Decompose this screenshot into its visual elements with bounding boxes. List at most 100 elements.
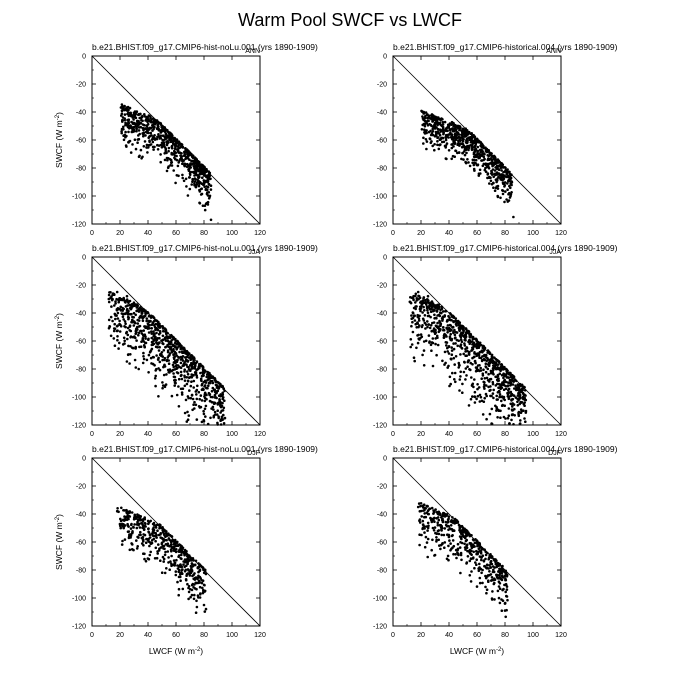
data-point bbox=[150, 138, 154, 141]
data-point bbox=[478, 393, 482, 397]
data-point bbox=[138, 116, 141, 120]
y-tick-label: -60 bbox=[377, 138, 387, 145]
data-point bbox=[156, 125, 160, 128]
data-point bbox=[183, 552, 186, 555]
data-point bbox=[477, 172, 481, 175]
data-point bbox=[445, 344, 448, 347]
data-point bbox=[188, 555, 191, 558]
data-point bbox=[149, 550, 152, 554]
data-point bbox=[153, 325, 157, 329]
data-point bbox=[175, 367, 179, 370]
data-point bbox=[138, 533, 141, 537]
data-point bbox=[155, 331, 158, 335]
data-point bbox=[504, 615, 508, 619]
data-point bbox=[170, 554, 173, 558]
data-point bbox=[199, 394, 203, 397]
data-point bbox=[152, 148, 155, 151]
data-point bbox=[490, 359, 494, 363]
y-tick-label: -100 bbox=[373, 194, 387, 201]
data-point bbox=[490, 355, 494, 358]
data-point bbox=[466, 555, 470, 558]
x-tick-label: 120 bbox=[254, 632, 266, 639]
data-point bbox=[507, 397, 511, 401]
data-point bbox=[475, 558, 479, 561]
data-point bbox=[205, 375, 208, 379]
data-point bbox=[145, 358, 149, 362]
data-point bbox=[146, 151, 149, 154]
data-point bbox=[454, 320, 457, 323]
data-point bbox=[426, 529, 429, 532]
data-point bbox=[425, 129, 428, 132]
data-point bbox=[158, 326, 162, 329]
data-point bbox=[423, 314, 427, 317]
data-point bbox=[136, 545, 139, 548]
data-point bbox=[207, 381, 211, 385]
data-point bbox=[427, 524, 430, 528]
x-tick-label: 40 bbox=[445, 632, 453, 639]
data-point bbox=[185, 148, 188, 151]
data-point bbox=[471, 363, 474, 366]
data-point bbox=[161, 325, 164, 328]
data-point bbox=[202, 567, 205, 571]
data-point bbox=[199, 405, 203, 409]
data-point bbox=[203, 399, 207, 403]
data-point bbox=[171, 335, 175, 339]
data-point bbox=[134, 366, 138, 369]
data-point bbox=[498, 393, 502, 396]
season-label: ANN bbox=[245, 48, 260, 55]
data-point bbox=[132, 128, 136, 132]
data-point bbox=[433, 305, 437, 309]
data-point bbox=[222, 422, 226, 425]
data-point bbox=[447, 125, 451, 128]
data-point bbox=[486, 176, 489, 180]
data-point bbox=[196, 384, 199, 388]
data-point bbox=[471, 382, 475, 386]
data-point bbox=[459, 553, 463, 557]
data-point bbox=[457, 326, 461, 330]
data-point bbox=[121, 539, 124, 543]
data-point bbox=[120, 112, 124, 115]
data-point bbox=[180, 571, 183, 575]
data-point bbox=[517, 388, 521, 392]
data-point bbox=[173, 538, 177, 542]
data-point bbox=[480, 149, 484, 153]
data-point bbox=[161, 327, 165, 330]
data-point bbox=[148, 140, 151, 144]
data-point bbox=[140, 340, 143, 344]
data-point bbox=[218, 398, 221, 402]
data-point bbox=[209, 218, 213, 222]
data-point bbox=[431, 337, 435, 340]
data-point bbox=[488, 412, 492, 416]
data-point bbox=[511, 405, 514, 408]
data-point bbox=[221, 409, 225, 412]
data-point bbox=[167, 345, 171, 349]
data-point bbox=[424, 323, 428, 326]
data-point bbox=[190, 183, 193, 186]
data-point bbox=[135, 306, 139, 309]
data-point bbox=[431, 115, 435, 118]
data-point bbox=[172, 343, 175, 347]
data-point bbox=[452, 140, 455, 143]
data-point bbox=[458, 528, 461, 532]
data-point bbox=[453, 371, 457, 375]
data-point bbox=[433, 148, 436, 152]
data-point bbox=[149, 316, 153, 319]
data-point bbox=[423, 545, 427, 549]
data-point bbox=[487, 372, 490, 376]
data-point bbox=[143, 140, 147, 143]
data-point bbox=[524, 409, 528, 413]
data-point bbox=[430, 519, 434, 523]
x-tick-label: 20 bbox=[417, 230, 425, 237]
data-point bbox=[194, 371, 198, 375]
data-point bbox=[174, 570, 178, 573]
data-point bbox=[142, 134, 145, 138]
data-point bbox=[173, 143, 176, 146]
data-point bbox=[491, 392, 495, 395]
data-point bbox=[433, 520, 436, 523]
data-point bbox=[121, 105, 125, 108]
data-point bbox=[182, 364, 186, 367]
data-point bbox=[172, 357, 176, 361]
data-point bbox=[161, 531, 165, 534]
data-point bbox=[183, 163, 186, 167]
data-point bbox=[427, 508, 431, 511]
